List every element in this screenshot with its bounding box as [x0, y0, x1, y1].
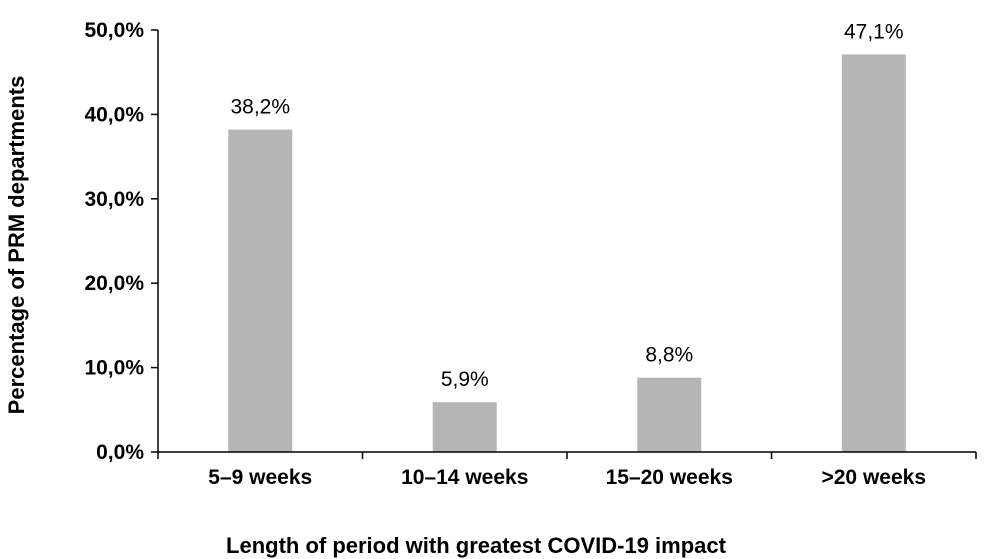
- bar-data-label: 8,8%: [645, 344, 693, 367]
- y-tick-label: 20,0%: [84, 272, 144, 295]
- x-tick-label: 10–14 weeks: [401, 466, 528, 489]
- x-axis-title: Length of period with greatest COVID-19 …: [226, 533, 727, 558]
- x-tick-label: 5–9 weeks: [208, 466, 312, 489]
- x-tick-label: 15–20 weeks: [606, 466, 733, 489]
- bar: [228, 129, 293, 453]
- y-axis-ticks: 0,0% 10,0% 20,0% 30,0% 40,0% 50,0%: [84, 19, 977, 464]
- y-tick-label: 30,0%: [84, 188, 144, 211]
- bar: [841, 54, 906, 452]
- x-axis-labels: 5–9 weeks 10–14 weeks 15–20 weeks >20 weeks: [208, 466, 926, 489]
- bar-data-label: 38,2%: [230, 96, 290, 119]
- data-labels: 38,2% 5,9% 8,8% 47,1%: [230, 20, 903, 391]
- y-tick-label: 50,0%: [84, 19, 144, 42]
- y-tick-label: 40,0%: [84, 103, 144, 126]
- y-axis-title: Percentage of PRM departments: [4, 76, 29, 415]
- y-tick-label: 10,0%: [84, 357, 144, 380]
- y-tick-label: 0,0%: [96, 441, 144, 464]
- bars: [228, 54, 906, 453]
- x-tick-label: >20 weeks: [821, 466, 926, 489]
- bar-data-label: 5,9%: [441, 368, 489, 391]
- bar-data-label: 47,1%: [844, 20, 904, 43]
- bar: [637, 377, 702, 452]
- bar: [432, 402, 497, 452]
